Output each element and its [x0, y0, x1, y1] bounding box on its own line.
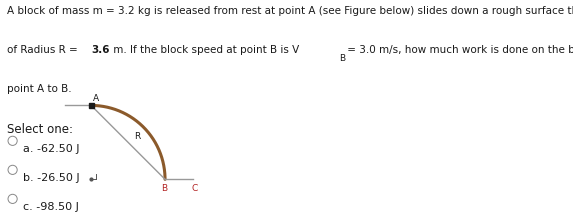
- Bar: [89, 103, 94, 108]
- Text: = 3.0 m/s, how much work is done on the block by friction as it slides down from: = 3.0 m/s, how much work is done on the …: [344, 45, 573, 55]
- Text: a. -62.50 J: a. -62.50 J: [23, 144, 80, 154]
- Text: A block of mass m = 3.2 kg is released from rest at point A (see Figure below) s: A block of mass m = 3.2 kg is released f…: [7, 6, 573, 17]
- Text: 3.6: 3.6: [92, 45, 110, 55]
- Text: point A to B.: point A to B.: [7, 84, 72, 94]
- Text: c. -98.50 J: c. -98.50 J: [23, 202, 79, 212]
- Text: R: R: [134, 132, 140, 141]
- Text: B: B: [339, 54, 346, 63]
- Text: b. -26.50 J: b. -26.50 J: [23, 173, 80, 183]
- Text: B: B: [162, 184, 167, 193]
- Text: m. If the block speed at point B is V: m. If the block speed at point B is V: [109, 45, 299, 55]
- Text: Select one:: Select one:: [7, 123, 73, 135]
- Text: of Radius R =: of Radius R =: [7, 45, 81, 55]
- Text: A: A: [93, 94, 99, 103]
- Text: C: C: [191, 184, 198, 193]
